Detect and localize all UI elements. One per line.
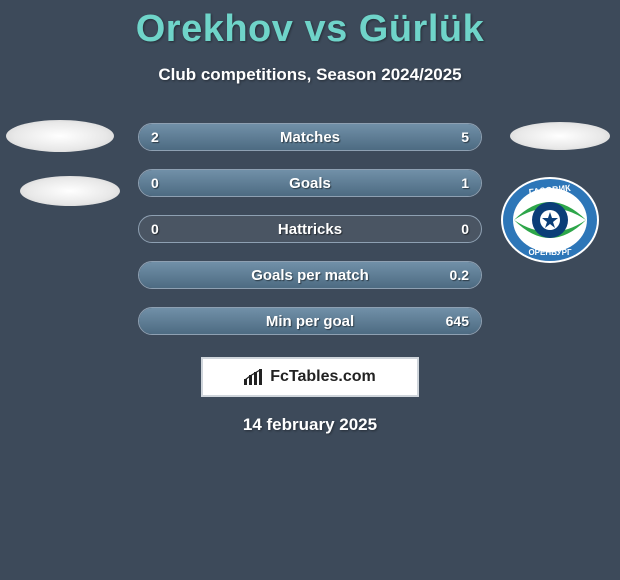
player-avatar-left-1	[6, 120, 114, 152]
date-text: 14 february 2025	[0, 415, 620, 435]
stat-label: Goals	[289, 175, 331, 192]
subtitle: Club competitions, Season 2024/2025	[0, 65, 620, 85]
stat-value-left: 0	[151, 221, 159, 237]
stat-fill-right	[238, 124, 481, 150]
stat-value-right: 0.2	[450, 267, 469, 283]
page-title: Orekhov vs Gürlük	[0, 0, 620, 51]
stat-label: Matches	[280, 129, 340, 146]
stat-value-left: 0	[151, 175, 159, 191]
stat-row: 0.2 Goals per match	[138, 261, 482, 289]
club-badge-right: ГАЗОВИК ОРЕНБУРГ	[500, 176, 600, 264]
stat-value-right: 645	[446, 313, 469, 329]
stat-row: 2 5 Matches	[138, 123, 482, 151]
player-avatar-right-1	[510, 122, 610, 150]
stat-row: 645 Min per goal	[138, 307, 482, 335]
stats-container: 2 5 Matches 0 1 Goals 0 0 Hattricks 0.2 Goals per …	[138, 123, 482, 335]
stat-label: Goals per match	[251, 267, 369, 284]
svg-text:ОРЕНБУРГ: ОРЕНБУРГ	[528, 248, 572, 257]
stat-value-left: 2	[151, 129, 159, 145]
stat-row: 0 0 Hattricks	[138, 215, 482, 243]
stat-value-right: 0	[461, 221, 469, 237]
brand-badge[interactable]: FcTables.com	[201, 357, 419, 397]
stat-label: Hattricks	[278, 221, 342, 238]
stat-value-right: 1	[461, 175, 469, 191]
brand-text: FcTables.com	[270, 368, 376, 386]
stat-label: Min per goal	[266, 313, 354, 330]
player-avatar-left-2	[20, 176, 120, 206]
stat-value-right: 5	[461, 129, 469, 145]
stat-row: 0 1 Goals	[138, 169, 482, 197]
chart-icon	[244, 369, 264, 385]
